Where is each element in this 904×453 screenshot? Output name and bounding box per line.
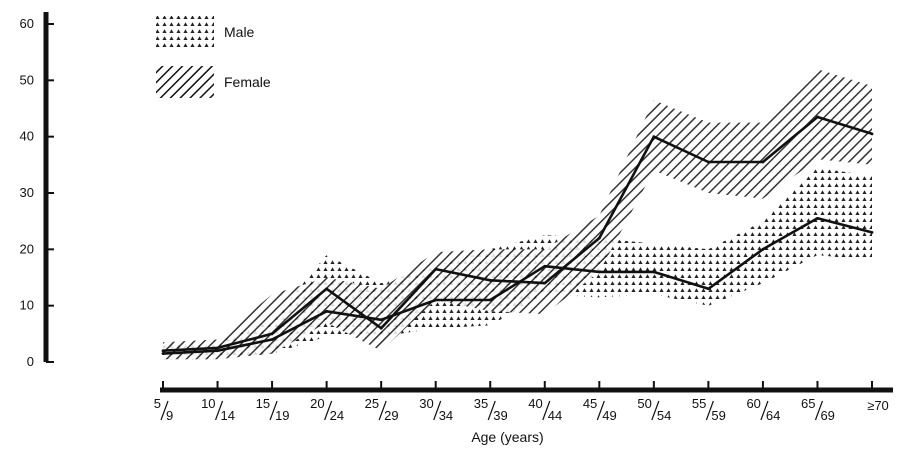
point-male-12 xyxy=(816,216,819,220)
y-tick-label-10: 10 xyxy=(20,298,34,313)
point-male-0 xyxy=(161,352,165,355)
x-tick-label-bottom-11: 64 xyxy=(766,408,780,423)
y-tick-label-30: 30 xyxy=(20,185,34,200)
confidence-bands xyxy=(163,69,872,360)
legend-label-male: Male xyxy=(224,24,255,40)
x-tick-label-top-2: 15 xyxy=(256,396,270,411)
y-tick-label-40: 40 xyxy=(20,129,34,144)
x-tick-slash-0 xyxy=(160,400,169,421)
point-female-9 xyxy=(652,135,656,139)
x-tick-label-top-11: 60 xyxy=(746,396,760,411)
x-tick-slash-8 xyxy=(596,400,605,421)
x-tick-slash-7 xyxy=(542,400,551,421)
point-male-3 xyxy=(325,309,329,313)
x-tick-slash-12 xyxy=(814,400,824,421)
x-tick-label-bottom-1: 14 xyxy=(221,408,235,423)
point-female-7 xyxy=(543,281,547,285)
legend-swatch-male xyxy=(156,16,214,48)
x-axis: 5910141519202425293034353940444549505455… xyxy=(154,381,893,423)
point-female-0 xyxy=(161,349,165,353)
point-male-13 xyxy=(870,231,874,234)
point-female-5 xyxy=(434,267,438,271)
series-line-female xyxy=(162,115,873,352)
point-male-2 xyxy=(270,338,274,341)
point-female-4 xyxy=(379,326,383,330)
point-female-10 xyxy=(706,160,710,164)
x-tick-slash-4 xyxy=(378,400,387,421)
band-female xyxy=(163,69,872,360)
point-female-13 xyxy=(870,132,874,136)
x-tick-label-bottom-6: 39 xyxy=(493,408,507,423)
y-tick-label-50: 50 xyxy=(20,72,34,87)
point-male-1 xyxy=(216,349,219,353)
y-tick-label-0: 0 xyxy=(27,354,34,369)
x-tick-label-top-8: 45 xyxy=(583,396,597,411)
x-tick-label-bottom-7: 44 xyxy=(548,408,562,423)
x-tick-slash-6 xyxy=(487,400,496,421)
x-tick-label-13: ≥70 xyxy=(867,398,889,413)
x-tick-label-top-10: 55 xyxy=(692,396,706,411)
x-tick-slash-1 xyxy=(214,400,224,421)
x-tick-slash-9 xyxy=(651,400,660,421)
point-female-2 xyxy=(270,332,274,336)
x-tick-label-top-0: 5 xyxy=(154,396,161,411)
x-tick-label-bottom-5: 34 xyxy=(439,408,453,423)
x-tick-label-top-4: 25 xyxy=(365,396,379,411)
point-male-6 xyxy=(488,298,492,302)
point-female-12 xyxy=(816,115,819,119)
x-tick-label-top-1: 10 xyxy=(201,396,215,411)
x-tick-label-top-7: 40 xyxy=(528,396,542,411)
point-female-3 xyxy=(325,287,329,291)
x-tick-label-top-9: 50 xyxy=(637,396,651,411)
x-tick-label-bottom-4: 29 xyxy=(384,408,398,423)
point-male-9 xyxy=(652,270,656,274)
x-tick-slash-2 xyxy=(269,400,278,421)
x-tick-label-top-12: 65 xyxy=(801,396,815,411)
point-female-8 xyxy=(597,236,601,240)
series-line-male xyxy=(162,217,873,355)
point-male-7 xyxy=(543,264,547,268)
point-male-10 xyxy=(706,287,710,291)
x-tick-label-bottom-9: 54 xyxy=(657,408,671,423)
x-tick-label-top-6: 35 xyxy=(474,396,488,411)
x-tick-label-bottom-12: 69 xyxy=(820,408,834,423)
x-tick-label-bottom-0: 9 xyxy=(166,408,173,423)
legend: Male Female xyxy=(156,16,271,98)
x-tick-label-top-3: 20 xyxy=(310,396,324,411)
y-axis: 0 10 20 30 40 50 60 xyxy=(20,12,54,369)
x-tick-slash-5 xyxy=(433,400,442,421)
x-tick-label-bottom-8: 49 xyxy=(602,408,616,423)
point-male-8 xyxy=(597,270,601,274)
point-female-11 xyxy=(761,160,765,164)
point-male-5 xyxy=(434,298,438,302)
y-tick-label-20: 20 xyxy=(20,241,34,256)
x-tick-label-bottom-3: 24 xyxy=(330,408,344,423)
x-tick-slash-3 xyxy=(324,400,333,421)
x-tick-slash-11 xyxy=(760,400,769,421)
point-male-11 xyxy=(761,247,765,251)
legend-label-female: Female xyxy=(224,74,271,90)
point-female-1 xyxy=(216,346,219,350)
x-axis-title: Age (years) xyxy=(471,429,543,445)
x-tick-label-bottom-10: 59 xyxy=(711,408,725,423)
series-lines xyxy=(161,115,874,355)
legend-swatch-female xyxy=(156,66,214,98)
point-female-6 xyxy=(488,278,492,282)
point-male-4 xyxy=(379,318,383,322)
x-tick-label-bottom-2: 19 xyxy=(275,408,289,423)
x-tick-slash-10 xyxy=(705,400,714,421)
y-tick-label-60: 60 xyxy=(20,16,34,31)
x-tick-label-top-5: 30 xyxy=(419,396,433,411)
